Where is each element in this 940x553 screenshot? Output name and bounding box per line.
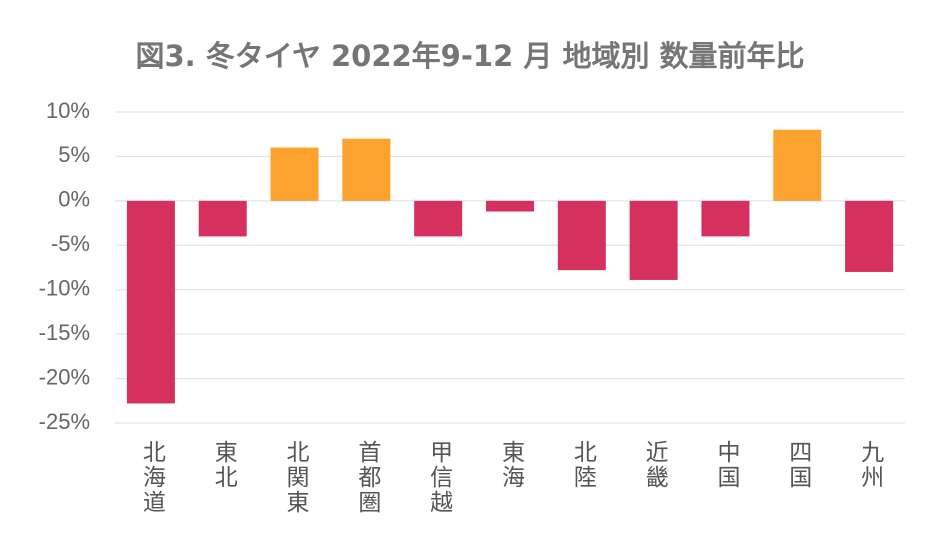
y-tick-label: 10% (46, 98, 90, 123)
x-tick-label: 東北 (210, 440, 238, 490)
x-tick-label: 首都圏 (354, 440, 382, 515)
y-tick-label: -25% (39, 409, 90, 434)
x-tick-label: 北陸 (569, 440, 597, 490)
bar (126, 200, 175, 404)
x-tick-label: 四国 (785, 440, 812, 490)
bar (845, 200, 894, 272)
bar (557, 200, 606, 271)
bar (701, 200, 750, 237)
bar (270, 147, 319, 201)
x-tick-label: 北海道 (138, 440, 166, 515)
bar (198, 200, 247, 237)
y-tick-label: 0% (58, 187, 90, 212)
bar (414, 200, 463, 237)
bar (486, 200, 534, 212)
x-tick-label: 北関東 (282, 440, 310, 515)
x-tick-label: 九州 (857, 440, 885, 490)
x-tick-label: 近畿 (641, 440, 669, 490)
x-tick-label: 東海 (498, 440, 526, 490)
bar (629, 200, 678, 280)
chart-title: 図3. 冬タイヤ 2022年9-12 月 地域別 数量前年比 (135, 39, 804, 73)
bar (773, 129, 822, 201)
x-tick-label: 甲信越 (426, 440, 454, 515)
y-tick-label: -20% (39, 364, 90, 389)
x-tick-label: 中国 (713, 440, 740, 490)
bar (342, 138, 391, 201)
y-tick-label: 5% (58, 142, 90, 167)
y-tick-label: -5% (51, 231, 90, 256)
y-tick-label: -10% (39, 276, 90, 301)
y-tick-label: -15% (39, 320, 90, 345)
